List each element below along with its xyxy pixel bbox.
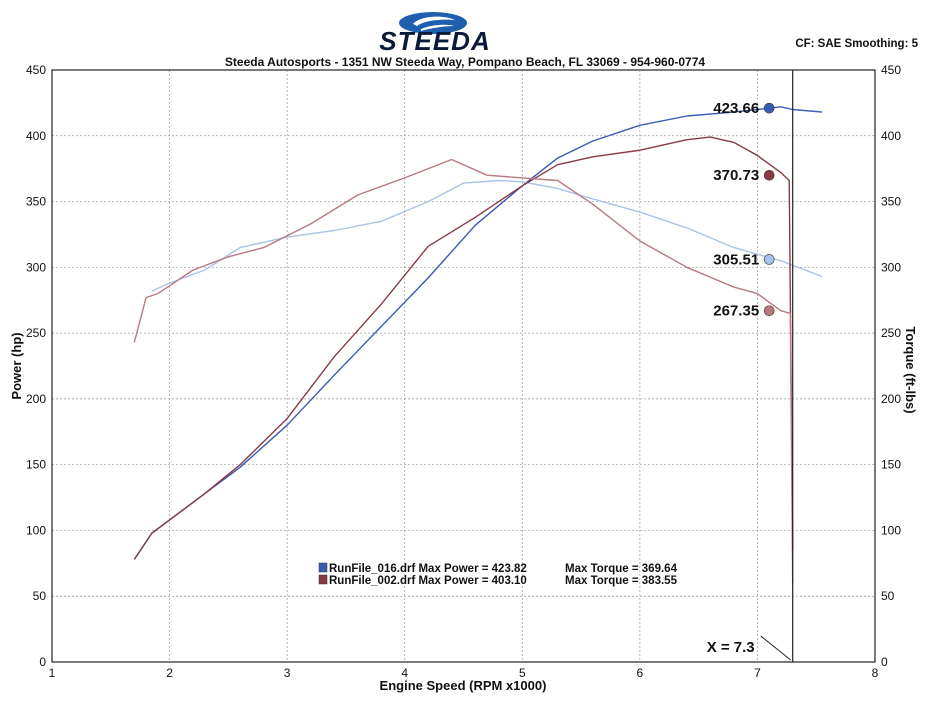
legend-entry-torque: Max Torque = 383.55: [565, 575, 678, 587]
cursor-group: X = 7.3: [707, 70, 794, 662]
legend-entry-torque: Max Torque = 369.64: [565, 563, 678, 575]
plot-frame: [51, 69, 876, 663]
legend-swatch-run002_power: [318, 574, 328, 585]
marker-run016_power: [763, 102, 775, 114]
y-tick-label-right: 50: [881, 589, 895, 603]
series-run002_torque: [133, 158, 794, 584]
tick-labels: 1 2 3 4 5 6 7 805010015020025030035040045005010…: [26, 63, 901, 680]
legend-entry-text: RunFile_002.drf Max Power = 403.10: [329, 575, 527, 587]
y-tick-label-left: 100: [26, 523, 46, 537]
y-tick-label-right: 300: [881, 260, 901, 274]
series-run016_torque: [151, 179, 823, 292]
y-tick-label-right: 0: [881, 655, 888, 669]
y-tick-label-right: 100: [881, 523, 901, 537]
series-run002_power: [133, 136, 794, 560]
marker-label: 423.66: [713, 100, 759, 117]
x-tick-label: 5: [519, 666, 526, 680]
y-tick-label-left: 50: [33, 589, 47, 603]
x-axis-label: Engine Speed (RPM x1000): [380, 678, 547, 693]
y-tick-label-left: 350: [26, 195, 46, 209]
chart-subtitle: Steeda Autosports - 1351 NW Steeda Way, …: [224, 55, 706, 69]
x-tick-label: 3: [284, 666, 291, 680]
cursor-label: X = 7.3: [707, 639, 755, 656]
y-tick-label-left: 200: [26, 392, 46, 406]
settings-text: CF: SAE Smoothing: 5: [795, 38, 918, 50]
legend-swatch-run016_power: [318, 562, 328, 573]
y-tick-label-left: 400: [26, 129, 46, 143]
steeda-logo: STEEDA: [379, 12, 490, 54]
marker-label: 370.73: [713, 167, 759, 184]
y-tick-label-left: 0: [39, 655, 46, 669]
x-tick-label: 2: [166, 666, 173, 680]
value-markers: 423.66 370.73 305.51 267.35: [713, 100, 775, 320]
y-tick-label-right: 400: [881, 129, 901, 143]
grid: [52, 70, 875, 662]
marker-run016_torque: [763, 254, 775, 265]
y-tick-label-left: 250: [26, 326, 46, 340]
marker-run002_power: [763, 169, 775, 181]
y-tick-label-right: 350: [881, 195, 901, 209]
x-tick-label: 6: [637, 666, 644, 680]
y-axis-label-right: Torque (ft-lbs): [903, 326, 918, 413]
y-tick-label-right: 150: [881, 458, 901, 472]
x-tick-label: 1: [49, 666, 56, 680]
y-tick-label-left: 150: [26, 458, 46, 472]
plot-area: [52, 70, 875, 662]
marker-run002_torque: [763, 305, 775, 317]
series-lines: [133, 106, 823, 584]
x-tick-label: 8: [872, 666, 879, 680]
y-tick-label-left: 300: [26, 260, 46, 274]
x-tick-label: 7: [754, 666, 761, 680]
y-axis-label-left: Power (hp): [9, 332, 24, 399]
cursor-pointer: [760, 635, 792, 661]
legend: RunFile_016.drf Max Power = 423.82 Max To…: [318, 562, 678, 587]
legend-entry-text: RunFile_016.drf Max Power = 423.82: [329, 563, 527, 575]
x-tick-label: 4: [401, 666, 408, 680]
y-tick-label-right: 450: [881, 63, 901, 77]
marker-label: 305.51: [713, 251, 759, 268]
marker-label: 267.35: [713, 303, 759, 320]
y-tick-label-right: 200: [881, 392, 901, 406]
y-tick-label-right: 250: [881, 326, 901, 340]
y-tick-label-left: 450: [26, 63, 46, 77]
brand-wordmark: STEEDA: [379, 26, 490, 54]
